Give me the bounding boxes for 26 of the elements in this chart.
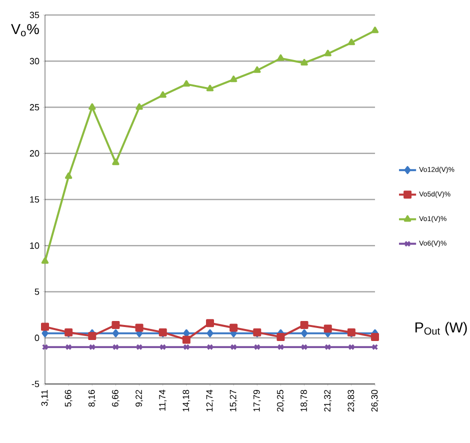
x-tick-label: 20,25 bbox=[276, 390, 284, 412]
y-tick-label: 20 bbox=[30, 150, 40, 157]
y-tick-label: 25 bbox=[30, 104, 40, 110]
x-tick-label: 3,11 bbox=[41, 390, 49, 406]
x-tick-label: 11,74 bbox=[159, 390, 167, 411]
x-tick-label: 17,79 bbox=[253, 390, 261, 412]
x-tick-label: 23,83 bbox=[348, 390, 356, 412]
y-tick-label: 0 bbox=[34, 334, 40, 342]
x-tick-label: 8,16 bbox=[88, 390, 96, 407]
y-tick-label: 5 bbox=[34, 288, 40, 295]
y-tick-label: 15 bbox=[30, 196, 40, 203]
y-tick-label: 30 bbox=[30, 58, 40, 64]
x-tick-label: 18,78 bbox=[300, 390, 308, 412]
x-tick-label: 14,18 bbox=[182, 390, 190, 412]
x-axis-title: P$_{Out}$ (W) bbox=[415, 322, 467, 336]
y-tick-label: -5 bbox=[32, 380, 40, 388]
x-tick-label: 6,66 bbox=[112, 390, 120, 407]
y-tick-label: 35 bbox=[30, 12, 40, 18]
x-tick-label: 15,27 bbox=[230, 390, 238, 412]
x-tick-label: 5,66 bbox=[64, 390, 72, 407]
x-tick-label: 21,32 bbox=[324, 390, 332, 412]
x-tick-label: 12,74 bbox=[206, 390, 214, 412]
y-tick-label: 10 bbox=[30, 242, 40, 249]
x-tick-label: 26,30 bbox=[371, 390, 379, 412]
x-tick-label: 9,22 bbox=[136, 390, 143, 407]
y-axis-title: V$_{o}$% bbox=[11, 24, 39, 36]
